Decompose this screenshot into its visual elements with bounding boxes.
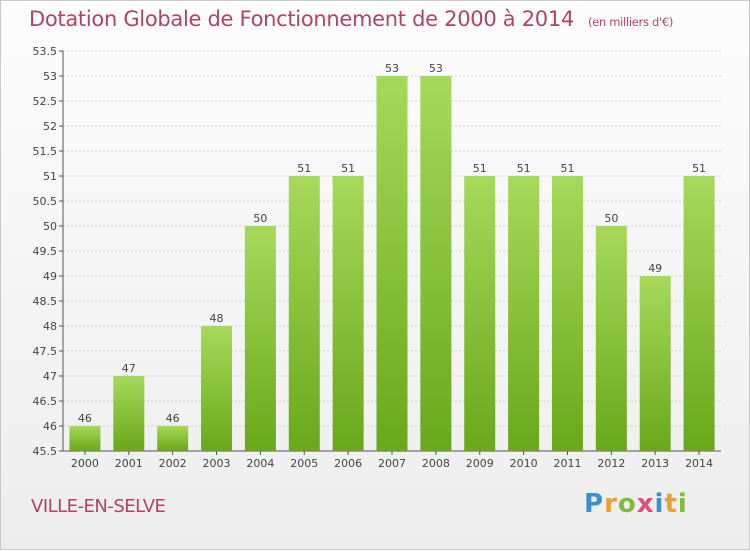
bar: [420, 76, 452, 451]
bar: [157, 426, 189, 451]
x-tick-label: 2011: [553, 457, 581, 470]
bar: [683, 176, 715, 451]
bar: [332, 176, 364, 451]
logo-letter: r: [604, 489, 618, 519]
bar: [639, 276, 671, 451]
logo-letter: P: [584, 489, 605, 519]
y-tick-label: 53.5: [33, 45, 58, 58]
bar-value-label: 51: [297, 162, 311, 175]
y-tick-labels: 45.5 46 46.5 47 47.5 48 48.5 49 49.5 50 50.5 51 51.5…: [33, 45, 58, 458]
x-tick-label: 2001: [115, 457, 143, 470]
x-tick-label: 2006: [334, 457, 362, 470]
bar-value-label: 48: [210, 312, 224, 325]
x-tick-label: 2010: [510, 457, 538, 470]
y-tick-label: 52.5: [33, 95, 58, 108]
chart-unit: (en milliers d'€): [587, 15, 674, 29]
bar: [244, 226, 276, 451]
bar-value-label: 51: [560, 162, 574, 175]
bar: [551, 176, 583, 451]
y-tick-label: 52: [43, 120, 57, 133]
bar-value-label: 46: [78, 412, 92, 425]
data-labels: 46 47 46 48 50 51 51 53 53 51 51 51 50 49 51: [78, 62, 706, 425]
bar-value-label: 51: [692, 162, 706, 175]
y-tick-label: 50.5: [33, 195, 58, 208]
x-tick-label: 2004: [246, 457, 274, 470]
bar: [376, 76, 408, 451]
bar-value-label: 49: [648, 262, 662, 275]
y-tick-label: 50: [43, 220, 57, 233]
y-tick-label: 49.5: [33, 245, 58, 258]
bars: [69, 76, 715, 451]
y-tick-label: 49: [43, 270, 57, 283]
chart-title-text: Dotation Globale de Fonctionnement de 20…: [29, 7, 574, 31]
x-tick-label: 2002: [159, 457, 187, 470]
proxiti-logo: Proxiti: [584, 489, 688, 519]
bar-value-label: 51: [517, 162, 531, 175]
y-tick-label: 46: [43, 420, 57, 433]
x-tick-label: 2007: [378, 457, 406, 470]
x-tick-label: 2000: [71, 457, 99, 470]
y-tick-label: 51.5: [33, 145, 58, 158]
x-tick-label: 2008: [422, 457, 450, 470]
x-tick-labels: 2000 2001 2002 2003 2004 2005 2006 2007 2008 2009…: [71, 457, 713, 470]
logo-letter: i: [654, 489, 665, 519]
y-tick-label: 51: [43, 170, 57, 183]
commune-name: VILLE-EN-SELVE: [31, 496, 166, 517]
bar-value-label: 46: [166, 412, 180, 425]
y-tick-label: 45.5: [33, 445, 58, 458]
bar: [201, 326, 233, 451]
logo-letter: o: [617, 489, 637, 519]
bar: [595, 226, 627, 451]
x-tick-label: 2012: [597, 457, 625, 470]
bar: [113, 376, 145, 451]
x-tick-label: 2005: [290, 457, 318, 470]
x-tick-label: 2013: [641, 457, 669, 470]
x-tick-label: 2003: [203, 457, 231, 470]
bar: [464, 176, 496, 451]
y-tick-label: 47: [43, 370, 57, 383]
logo-letter: i: [677, 489, 688, 519]
bar-value-label: 50: [253, 212, 267, 225]
bar: [508, 176, 540, 451]
bar-value-label: 51: [341, 162, 355, 175]
bar-value-label: 50: [604, 212, 618, 225]
y-tick-label: 48: [43, 320, 57, 333]
bar-value-label: 47: [122, 362, 136, 375]
y-tick-label: 48.5: [33, 295, 58, 308]
bar-value-label: 53: [385, 62, 399, 75]
y-tick-label: 47.5: [33, 345, 58, 358]
bar-value-label: 51: [473, 162, 487, 175]
y-tick-label: 46.5: [33, 395, 58, 408]
chart-title: Dotation Globale de Fonctionnement de 20…: [29, 7, 673, 31]
y-tick-label: 53: [43, 70, 57, 83]
x-tick-label: 2014: [685, 457, 713, 470]
bar: [288, 176, 320, 451]
bar-value-label: 53: [429, 62, 443, 75]
logo-letter: t: [664, 489, 678, 519]
logo-letter: x: [636, 489, 655, 519]
x-tick-label: 2009: [466, 457, 494, 470]
bar: [69, 426, 101, 451]
